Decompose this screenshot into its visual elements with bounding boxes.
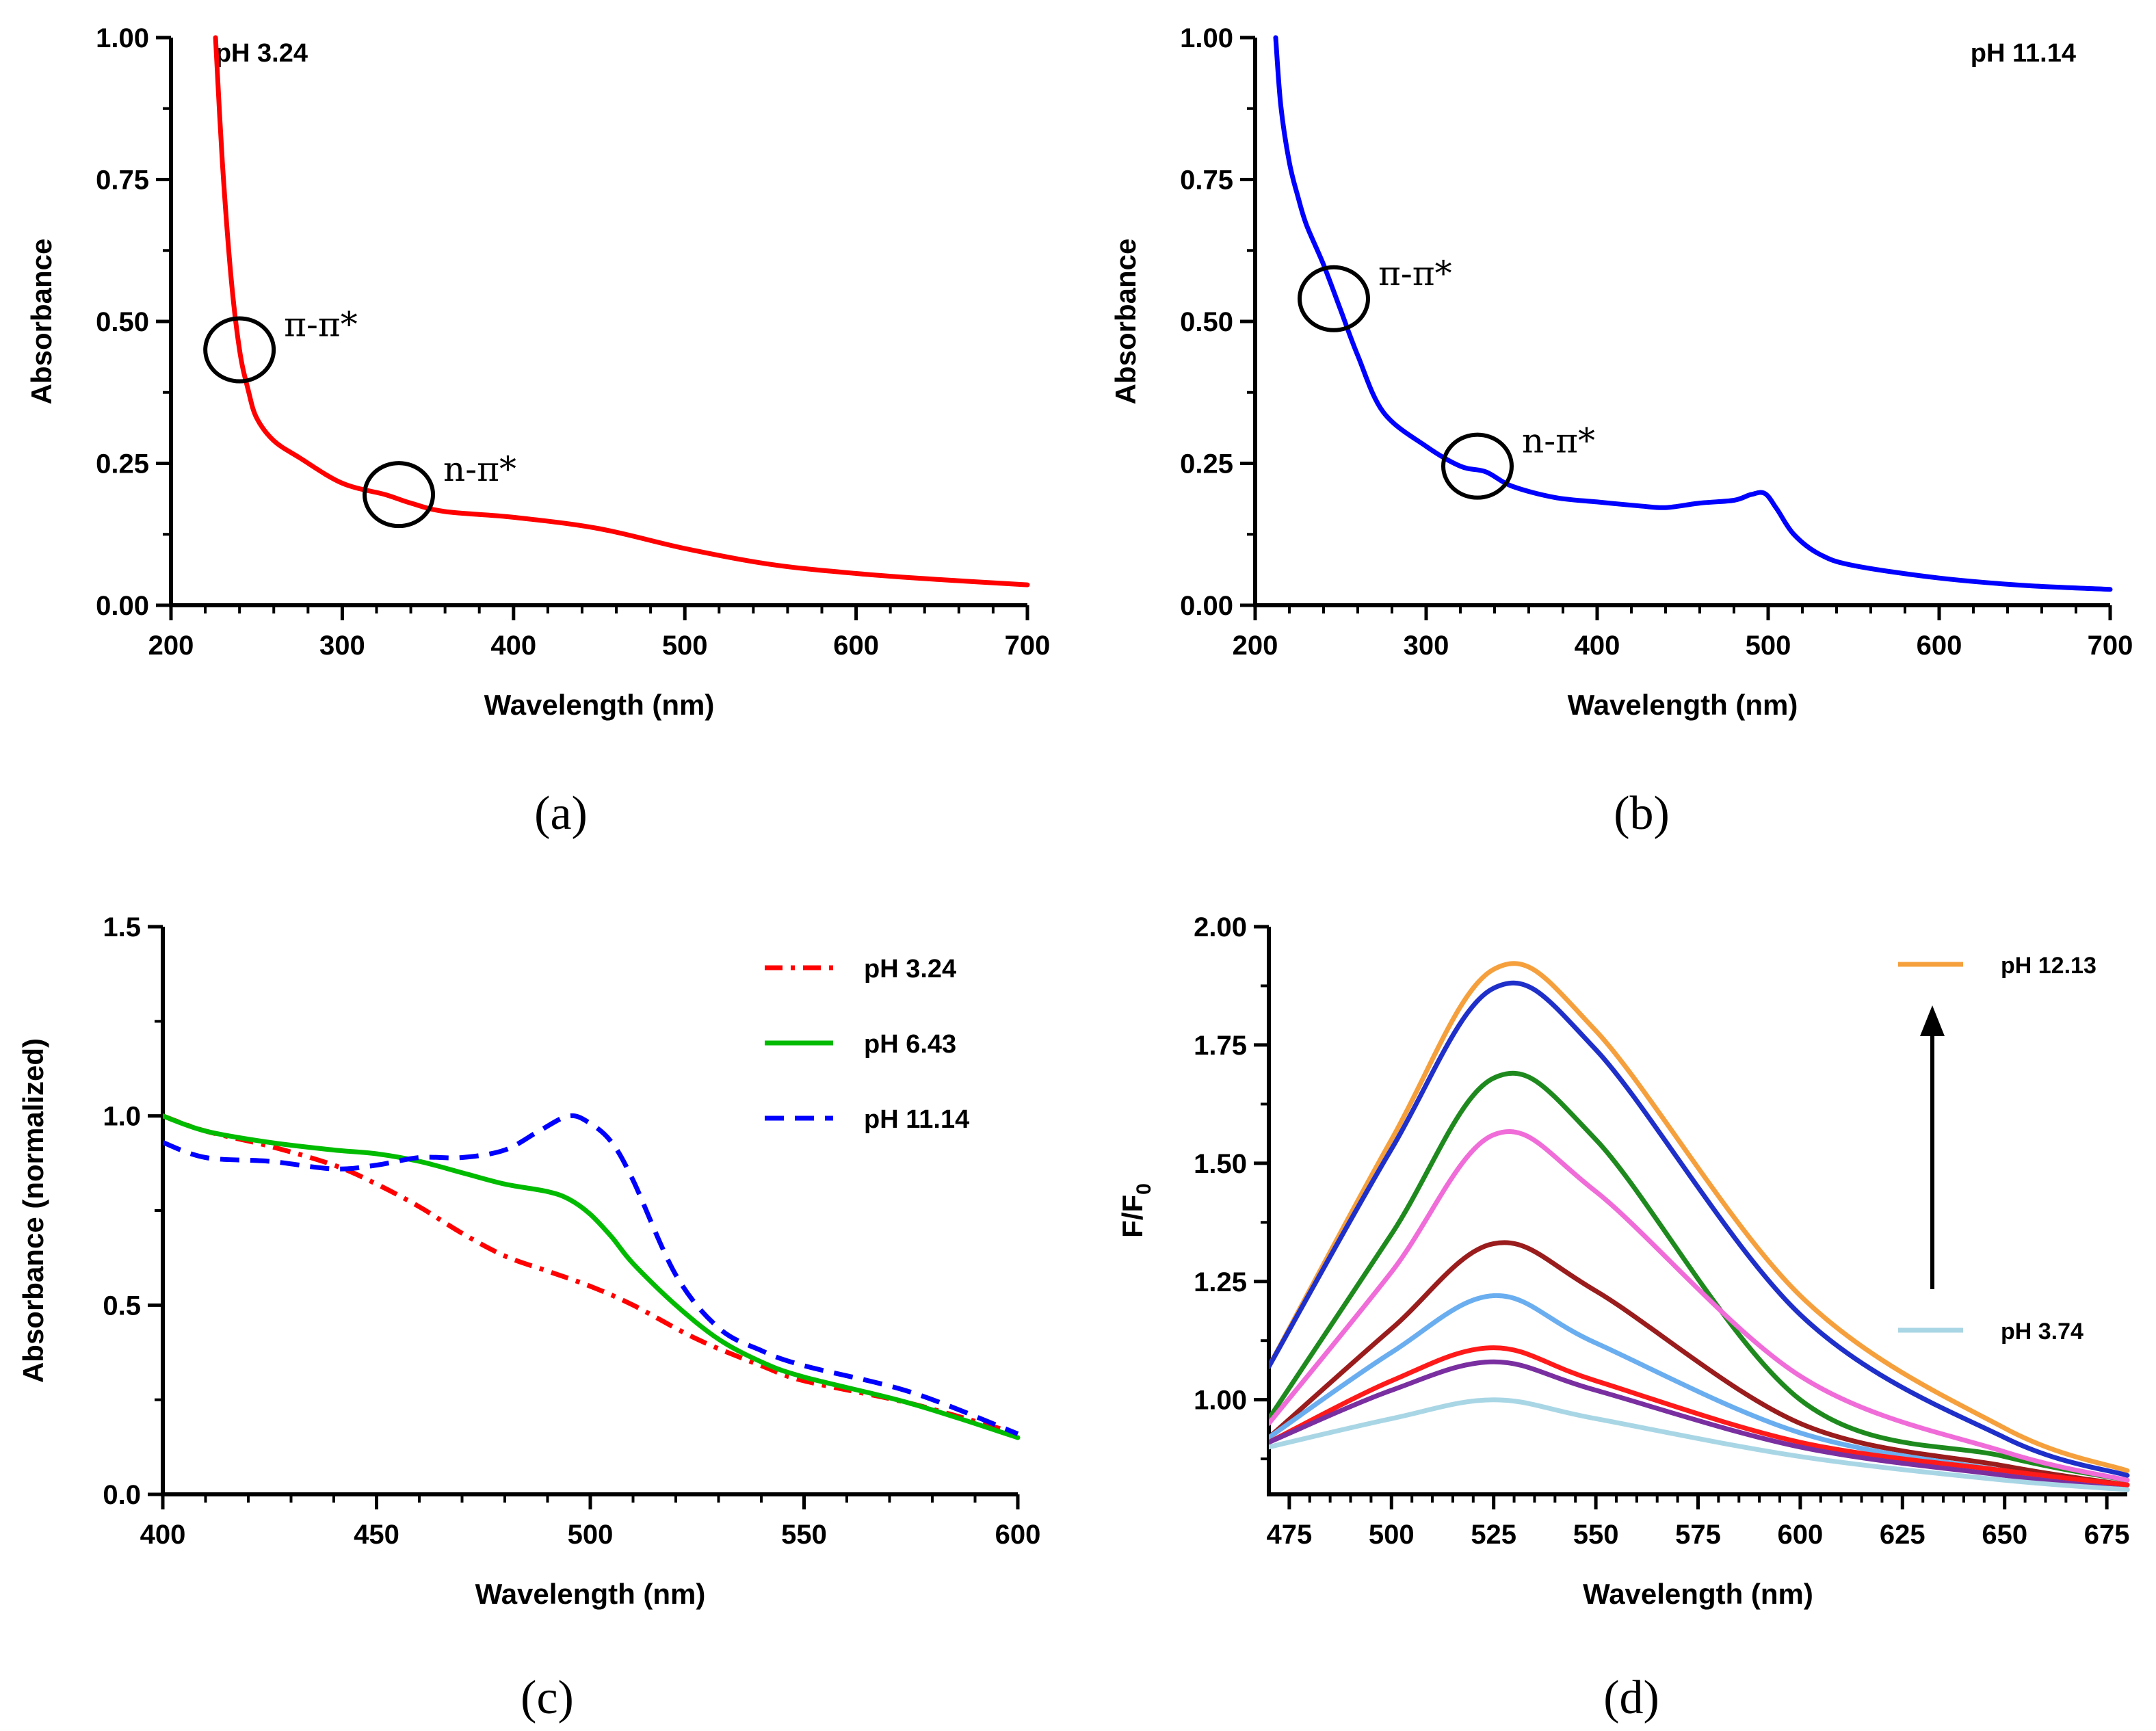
y-tick-label: 0.25 [96,449,149,479]
plot-area [163,1113,1021,1440]
y-tick-label: 1.00 [1180,23,1233,53]
x-tick-label: 400 [140,1520,186,1550]
legend-label: pH 11.14 [864,1105,969,1134]
legend-label-top: pH 12.13 [2001,953,2096,979]
y-axis-label: F/F0 [1116,1183,1155,1238]
x-tick-label: 700 [1005,631,1051,661]
panel-a-caption: (a) [534,787,588,840]
x-tick-label: 500 [662,631,708,661]
series-line-pH-3-24 [213,35,1030,587]
series-line-pH-6-43 [163,1113,1021,1440]
y-tick-label: 0.0 [103,1480,141,1510]
y-tick-label: 0.50 [1180,307,1233,337]
x-axis-label: Wavelength (nm) [1568,689,1798,721]
x-axis-label: Wavelength (nm) [484,689,715,721]
y-tick-label: 0.50 [96,307,149,337]
panel-d: (d) 475 500 525 550 575 600 625 650 675 1.00 1.25 1… [1116,912,2130,1724]
panel-b: pH 11.14 (b) 200 300 400 500 600 700 0.00 0.25 0… [1109,23,2133,840]
x-tick-label: 500 [568,1520,614,1550]
panel-a-label: pH 3.24 [215,39,308,68]
series-line-pH-3-24 [163,1113,1018,1436]
x-tick-label: 625 [1880,1520,1925,1550]
x-tick-label: 200 [1233,631,1278,661]
x-tick-label: 475 [1267,1520,1313,1550]
x-tick-label: 600 [1778,1520,1824,1550]
y-tick-label: 0.5 [103,1291,141,1321]
y-tick-label: 1.00 [1194,1386,1247,1416]
series-line-s4 [1269,1129,2130,1483]
y-tick-label: 0.25 [1180,449,1233,479]
y-tick-label: 1.00 [96,23,149,53]
y-axis-label: Absorbance [25,239,57,405]
legend-label: pH 6.43 [864,1030,956,1059]
y-tick-label: 1.5 [103,912,141,942]
x-tick-label: 300 [1404,631,1449,661]
panel-b-caption: (b) [1614,787,1670,840]
x-axis-label: Wavelength (nm) [1583,1578,1813,1610]
annotation-label: π-π* [284,305,358,345]
plot-area [1269,961,2130,1492]
series-line-pH-3-74 [1269,1397,2130,1492]
annotation-label: n-π* [1522,421,1595,461]
plot-area [213,35,1030,587]
x-tick-label: 500 [1369,1520,1415,1550]
series-line-s7 [1269,1345,2130,1488]
y-tick-label: 0.75 [96,166,149,196]
y-tick-label: 2.00 [1194,912,1247,942]
legend-label: pH 3.24 [864,955,956,983]
panel-a: pH 3.24 (a) 200 300 400 500 600 700 0.00 0.25 0.… [25,23,1050,840]
series-line-pH-12-13 [1269,961,2130,1473]
y-tick-label: 0.75 [1180,166,1233,196]
panel-c: (c) 400 450 500 550 600 0.0 0.5 1.0 1.5 Wavelengt… [17,912,1040,1724]
series-line-pH-11-14 [1273,35,2113,592]
series-line-s5 [1269,1240,2130,1488]
y-tick-label: 1.25 [1194,1267,1247,1297]
y-tick-label: 1.75 [1194,1031,1247,1061]
panel-c-caption: (c) [521,1671,574,1724]
plot-area [1273,35,2113,592]
x-tick-label: 525 [1471,1520,1516,1550]
x-axis-label: Wavelength (nm) [475,1578,706,1610]
panel-d-caption: (d) [1603,1671,1659,1724]
series-line-s8 [1269,1359,2130,1492]
x-tick-label: 500 [1746,631,1791,661]
x-tick-label: 200 [148,631,194,661]
series-line-s3 [1269,1070,2130,1483]
annotation-circle [1441,432,1514,500]
x-tick-label: 550 [781,1520,827,1550]
series-line-s2 [1269,980,2130,1478]
legend-label-bottom: pH 3.74 [2001,1319,2083,1345]
x-tick-label: 600 [1917,631,1962,661]
x-tick-label: 450 [354,1520,399,1550]
y-tick-label: 0.00 [96,591,149,621]
x-tick-label: 300 [319,631,365,661]
y-axis-label: Absorbance [1109,239,1142,405]
x-tick-label: 650 [1982,1520,2027,1550]
y-axis-label: Absorbance (normalized) [17,1038,49,1383]
x-tick-label: 400 [490,631,536,661]
y-tick-label: 1.0 [103,1102,141,1132]
annotation-label: π-π* [1378,254,1452,293]
y-axis-label-subscript: 0 [1133,1183,1155,1195]
x-tick-label: 575 [1675,1520,1721,1550]
x-tick-label: 700 [2088,631,2133,661]
annotation-circle [1298,265,1370,332]
y-tick-label: 1.50 [1194,1149,1247,1179]
x-tick-label: 600 [833,631,879,661]
x-tick-label: 550 [1573,1520,1619,1550]
annotation-label: n-π* [443,449,516,489]
panel-b-label: pH 11.14 [1971,39,2076,68]
increase-arrow-head [1920,1005,1945,1036]
y-tick-label: 0.00 [1180,591,1233,621]
x-tick-label: 400 [1575,631,1620,661]
annotation-circle [203,316,276,384]
series-line-pH-11-14 [163,1113,1019,1436]
x-tick-label: 675 [2084,1520,2130,1550]
annotation-circle [363,461,436,529]
x-tick-label: 600 [995,1520,1041,1550]
